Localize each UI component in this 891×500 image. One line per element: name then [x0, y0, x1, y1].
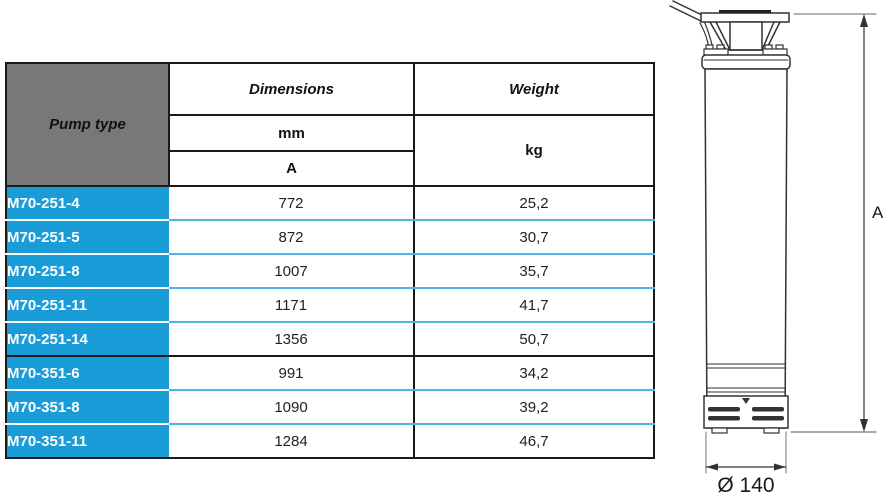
weight-cell: 34,2 — [413, 356, 654, 391]
header-unit-mm: mm — [168, 114, 415, 152]
pump-strainer — [703, 395, 789, 434]
header-row-titles: Pump type Dimensions Weight — [5, 62, 655, 187]
dimension-cell: 1007 — [169, 254, 414, 289]
weight-cell: 35,7 — [413, 254, 654, 289]
header-weight: Weight — [413, 62, 655, 116]
pump-motor-body — [704, 68, 788, 429]
dimension-cell: 991 — [169, 356, 414, 391]
table-row: M70-351-11 1284 46,7 — [6, 424, 654, 458]
header-row-units: mm kg — [6, 114, 655, 187]
table-row: M70-251-4 772 25,2 — [6, 186, 654, 221]
pump-type-cell: M70-251-5 — [6, 220, 169, 255]
header-row-dim-a: A — [6, 150, 654, 187]
pump-type-cell: M70-251-14 — [6, 322, 169, 357]
dimension-cell: 1171 — [169, 288, 414, 323]
pump-type-cell: M70-251-4 — [6, 186, 169, 221]
diameter-dimension-label: Ø 140 — [717, 474, 774, 497]
dimension-cell: 1284 — [274, 432, 308, 450]
weight-cell: 39,2 — [413, 390, 654, 425]
header-pump-type: Pump type — [5, 62, 170, 187]
table-row: M70-351-6 991 34,2 — [6, 356, 654, 391]
weight-cell: 46,7 — [413, 424, 654, 458]
table-row: M70-251-14 1356 50,7 — [6, 322, 654, 357]
table-row: M70-251-11 1171 41,7 — [6, 288, 654, 323]
header-unit-kg: kg — [413, 114, 655, 187]
pump-type-cell: M70-351-6 — [6, 356, 169, 391]
table-header: Pump type Dimensions Weight mm kg A — [5, 62, 655, 187]
pump-type-cell: M70-251-11 — [6, 288, 169, 323]
diameter-dimension-line — [705, 431, 787, 474]
dimension-cell: 1356 — [169, 322, 414, 357]
header-dim-a: A — [168, 150, 415, 187]
pump-top-band — [701, 54, 791, 70]
pump-flange — [700, 10, 790, 23]
header-dimensions: Dimensions — [168, 62, 415, 116]
table-row: M70-351-8 1090 39,2 — [6, 390, 654, 425]
dimension-cell: 872 — [169, 220, 414, 255]
pump-type-cell: M70-251-8 — [6, 254, 169, 289]
pump-technical-drawing: A Ø 140 — [660, 0, 891, 500]
pump-cable-icon — [669, 0, 714, 50]
weight-cell: 41,7 — [413, 288, 654, 323]
pump-clamps — [703, 44, 788, 56]
weight-cell: 25,2 — [413, 186, 654, 221]
table-body: M70-251-4 772 25,2 M70-251-5 872 30,7 M7… — [6, 186, 654, 458]
pump-type-cell: M70-351-8 — [6, 390, 169, 425]
table-row: M70-251-8 1007 35,7 — [6, 254, 654, 289]
height-dimension-label: A — [872, 203, 884, 222]
table-row: M70-251-5 872 30,7 — [6, 220, 654, 255]
pump-spec-table: Pump type Dimensions Weight mm kg A M70-… — [5, 62, 655, 459]
weight-cell: 30,7 — [413, 220, 654, 255]
dimension-cell: 1090 — [169, 390, 414, 425]
pump-type-cell: M70-351-11 — [6, 424, 169, 458]
height-dimension-line — [790, 13, 877, 433]
weight-cell: 50,7 — [413, 322, 654, 357]
dimension-cell: 772 — [169, 186, 414, 221]
